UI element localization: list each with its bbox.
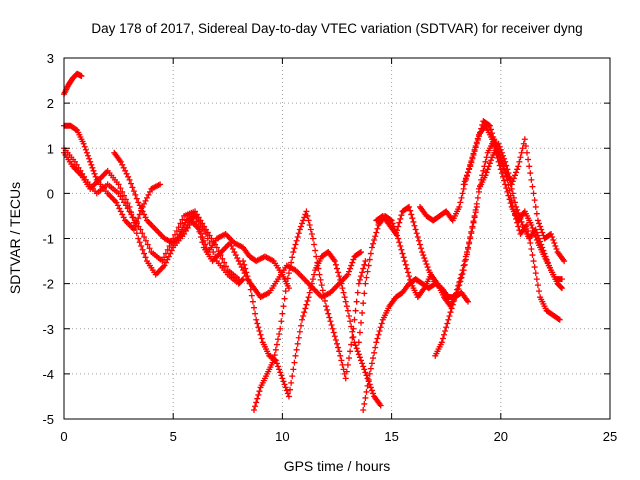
series-arc-1	[61, 70, 85, 98]
data-point-markers	[373, 203, 472, 305]
data-series	[61, 70, 568, 413]
y-tick-label: 1	[47, 141, 54, 156]
x-tick-label: 10	[275, 429, 289, 444]
data-point-markers	[61, 149, 247, 287]
data-point-markers	[176, 212, 365, 301]
y-tick-label: 3	[47, 51, 54, 66]
data-point-markers	[111, 149, 292, 292]
x-tick-label: 20	[494, 429, 508, 444]
data-point-markers	[475, 136, 568, 265]
y-tick-label: 0	[47, 186, 54, 201]
data-point-markers	[460, 118, 565, 283]
data-point-markers	[251, 208, 369, 413]
data-point-markers	[360, 276, 439, 413]
x-tick-label: 5	[170, 429, 177, 444]
x-tick-label: 25	[603, 429, 617, 444]
series-arc-4	[61, 149, 247, 287]
series-arc-8	[251, 208, 369, 413]
series-arc-6	[176, 212, 365, 301]
chart-title: Day 178 of 2017, Sidereal Day-to-day VTE…	[91, 21, 582, 36]
y-tick-label: -4	[42, 367, 54, 382]
series-arc-14	[460, 118, 565, 283]
y-tick-label: -5	[42, 412, 54, 427]
y-tick-label: -1	[42, 232, 54, 247]
series-arc-5	[111, 149, 292, 292]
x-tick-label: 15	[384, 429, 398, 444]
data-point-markers	[61, 70, 85, 98]
y-axis-label: SDTVAR / TECUs	[7, 182, 23, 294]
y-tick-label: 2	[47, 96, 54, 111]
x-axis-label: GPS time / hours	[284, 458, 391, 474]
series-arc-15	[475, 136, 568, 265]
series-arc-11	[360, 276, 439, 413]
x-tick-label: 0	[60, 429, 67, 444]
y-tick-label: -2	[42, 277, 54, 292]
series-arc-10	[373, 203, 472, 305]
y-tick-label: -3	[42, 322, 54, 337]
